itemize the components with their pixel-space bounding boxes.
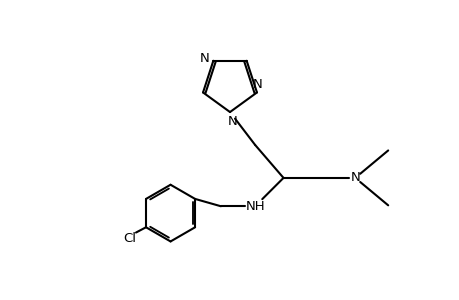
Text: Cl: Cl	[123, 232, 136, 245]
Text: N: N	[350, 171, 359, 184]
Text: N: N	[227, 115, 237, 128]
Text: N: N	[252, 78, 262, 91]
Text: N: N	[200, 52, 209, 65]
Text: NH: NH	[245, 200, 264, 213]
